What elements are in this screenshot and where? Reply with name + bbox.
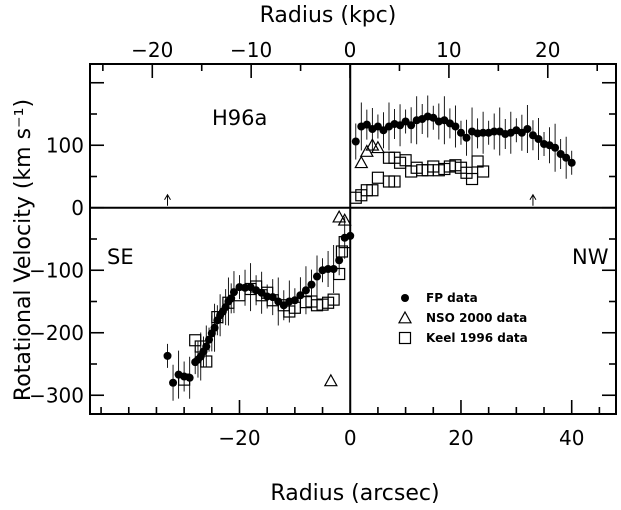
y-tick-label: 100	[46, 133, 84, 157]
keel-point	[200, 355, 213, 368]
series-open-square	[178, 151, 490, 386]
axis-ticks	[90, 64, 616, 414]
x-tick-label-top: −20	[131, 38, 173, 62]
nso-point	[359, 144, 374, 157]
fp-point	[523, 125, 532, 133]
arrow-head-icon	[529, 193, 537, 201]
y-tick-label: −100	[29, 258, 84, 282]
nso-point	[354, 155, 369, 169]
keel-point	[366, 184, 379, 197]
fp-point	[301, 286, 310, 295]
keel-point	[465, 172, 479, 186]
x-tick-label-top: 10	[436, 38, 461, 62]
nso-point	[370, 140, 385, 154]
x-tick-label: 40	[559, 426, 584, 450]
y-axis-label: Rotational Velocity (km s⁻¹)	[11, 99, 36, 401]
fp-point	[462, 133, 471, 142]
keel-point	[233, 289, 246, 302]
keel-point	[335, 245, 349, 258]
y-tick-label: −200	[29, 321, 84, 345]
nso-point	[337, 213, 352, 226]
legend-label: Keel 1996 data	[426, 331, 528, 345]
legend-marker-keel	[398, 331, 412, 345]
fp-point	[324, 265, 333, 273]
fp-point	[362, 120, 371, 129]
x-tick-label: 0	[344, 426, 357, 450]
fp-point	[456, 128, 465, 137]
keel-point	[178, 373, 191, 386]
fp-point	[490, 127, 499, 136]
keel-point	[211, 311, 224, 324]
keel-point	[222, 296, 235, 309]
fp-point	[227, 294, 236, 303]
fp-point	[313, 272, 322, 281]
fp-point	[351, 137, 360, 146]
fp-point	[296, 291, 305, 300]
legend-marker-nso	[397, 310, 413, 324]
keel-point	[388, 175, 401, 188]
fp-point	[562, 153, 571, 162]
top-axis-label: Radius (kpc)	[260, 3, 397, 28]
fp-point	[567, 158, 576, 167]
annotation-se: SE	[107, 245, 134, 269]
keel-point	[327, 293, 340, 306]
fp-point	[210, 323, 219, 332]
keel-point	[194, 340, 207, 353]
annotation-nw: NW	[572, 245, 609, 269]
fp-point	[407, 121, 416, 130]
legend-label: NSO 2000 data	[426, 311, 527, 325]
legend-label: FP data	[426, 291, 478, 305]
x-tick-label-top: −10	[230, 38, 272, 62]
fp-point	[551, 143, 560, 152]
keel-point	[338, 236, 351, 249]
fp-point	[205, 335, 214, 344]
bottom-axis-label: Radius (arcsec)	[270, 481, 439, 506]
fp-point	[451, 122, 460, 131]
keel-point	[477, 165, 490, 178]
x-tick-label-top: 0	[344, 38, 357, 62]
fp-point	[346, 231, 355, 240]
keel-point	[333, 267, 346, 281]
data-points	[163, 112, 576, 387]
x-tick-label: 20	[448, 426, 473, 450]
y-tick-label: −300	[29, 383, 84, 407]
legend-marker-fp	[401, 294, 409, 302]
nso-point	[332, 209, 347, 223]
x-tick-label: −20	[218, 426, 260, 450]
x-tick-label-top: 20	[535, 38, 560, 62]
fp-point	[534, 135, 543, 143]
fp-point	[163, 351, 172, 360]
nso-point	[365, 138, 380, 151]
fp-point	[479, 128, 488, 137]
fp-point	[169, 378, 178, 387]
annotation-h96a: H96a	[212, 106, 267, 130]
fp-point	[335, 256, 344, 265]
arrow-markers	[164, 193, 537, 206]
nso-point	[323, 373, 338, 387]
arrow-head-icon	[164, 193, 171, 201]
y-tick-label: 0	[71, 196, 84, 220]
legend: FP data NSO 2000 data Keel 1996 data	[397, 291, 528, 345]
fp-point	[307, 280, 316, 289]
series-open-triangle	[323, 138, 385, 387]
